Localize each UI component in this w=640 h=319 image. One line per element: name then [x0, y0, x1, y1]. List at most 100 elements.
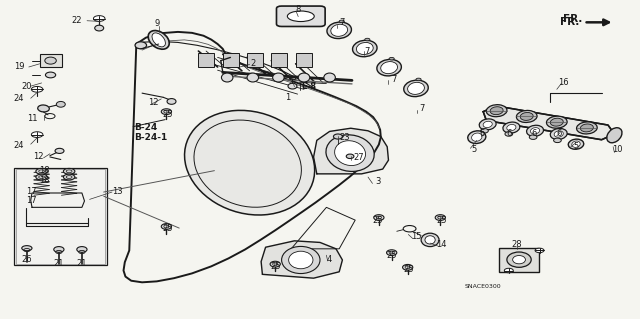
FancyBboxPatch shape [276, 6, 325, 26]
Text: 25: 25 [387, 251, 397, 260]
Ellipse shape [568, 139, 584, 149]
Ellipse shape [161, 224, 172, 229]
Ellipse shape [327, 22, 351, 39]
Ellipse shape [504, 268, 513, 273]
Ellipse shape [421, 233, 439, 247]
Ellipse shape [287, 11, 314, 22]
Ellipse shape [356, 42, 373, 55]
Ellipse shape [167, 99, 176, 104]
Ellipse shape [531, 128, 540, 134]
Ellipse shape [516, 110, 537, 122]
Ellipse shape [550, 118, 563, 126]
Text: 17: 17 [26, 187, 37, 196]
Ellipse shape [607, 128, 622, 143]
Text: 6: 6 [479, 130, 484, 138]
Bar [16, 169, 105, 264]
Text: FR.: FR. [563, 14, 582, 24]
Ellipse shape [520, 113, 533, 120]
Ellipse shape [221, 73, 233, 82]
Ellipse shape [572, 141, 580, 147]
Ellipse shape [93, 16, 105, 21]
Text: 7: 7 [364, 47, 369, 56]
Ellipse shape [404, 80, 428, 97]
Text: 13: 13 [112, 187, 123, 196]
Ellipse shape [36, 168, 47, 174]
Ellipse shape [298, 73, 310, 82]
Ellipse shape [365, 38, 370, 41]
Text: 28: 28 [512, 240, 522, 249]
Ellipse shape [31, 132, 43, 137]
Ellipse shape [416, 78, 421, 81]
Text: 3: 3 [375, 177, 380, 186]
Text: 6: 6 [532, 130, 537, 138]
Text: 26: 26 [22, 256, 32, 264]
Ellipse shape [387, 250, 397, 256]
Text: 11: 11 [27, 114, 37, 122]
Text: 6: 6 [556, 130, 561, 138]
Ellipse shape [490, 107, 503, 115]
Text: 16: 16 [558, 78, 568, 87]
Ellipse shape [339, 20, 344, 23]
Ellipse shape [503, 122, 520, 133]
Text: 25: 25 [270, 262, 280, 271]
Ellipse shape [403, 264, 413, 270]
Text: 20: 20 [22, 82, 32, 91]
Ellipse shape [135, 42, 147, 49]
Ellipse shape [331, 24, 348, 36]
Ellipse shape [270, 261, 280, 267]
Text: 14: 14 [436, 240, 447, 249]
Ellipse shape [56, 101, 65, 107]
Bar [40, 54, 62, 67]
Polygon shape [31, 193, 84, 207]
Ellipse shape [45, 57, 56, 64]
Ellipse shape [326, 135, 374, 171]
Ellipse shape [38, 105, 49, 112]
Polygon shape [314, 128, 388, 174]
Bar [14, 168, 107, 265]
Ellipse shape [289, 251, 313, 269]
Ellipse shape [184, 110, 315, 215]
Text: 12: 12 [33, 152, 44, 161]
Text: E-8: E-8 [301, 82, 316, 91]
Text: 22: 22 [72, 16, 82, 25]
Ellipse shape [408, 82, 424, 94]
Ellipse shape [547, 116, 567, 128]
Ellipse shape [483, 121, 492, 128]
Text: 21: 21 [54, 259, 64, 268]
Ellipse shape [481, 129, 488, 133]
Ellipse shape [435, 215, 445, 220]
Bar [223, 53, 239, 67]
Text: 25: 25 [436, 216, 447, 225]
Ellipse shape [45, 72, 56, 78]
Ellipse shape [527, 125, 543, 136]
Bar [198, 53, 214, 67]
Text: 12: 12 [148, 98, 159, 107]
Ellipse shape [580, 124, 593, 132]
Text: 23: 23 [339, 133, 350, 142]
Text: 9: 9 [154, 19, 159, 28]
Ellipse shape [148, 31, 169, 49]
Ellipse shape [77, 247, 87, 252]
Ellipse shape [152, 33, 165, 47]
Text: 25: 25 [403, 265, 413, 274]
Text: 1: 1 [285, 93, 291, 102]
Text: 6: 6 [506, 130, 511, 138]
Ellipse shape [324, 73, 335, 82]
Text: 17: 17 [26, 197, 37, 205]
Ellipse shape [554, 131, 563, 137]
Ellipse shape [577, 122, 597, 134]
Text: 8: 8 [295, 5, 300, 14]
Text: 15: 15 [411, 232, 421, 241]
Text: 24: 24 [14, 141, 24, 150]
Ellipse shape [335, 141, 365, 166]
Ellipse shape [374, 215, 384, 220]
Ellipse shape [507, 252, 531, 267]
Ellipse shape [507, 124, 516, 131]
Text: 4: 4 [327, 256, 332, 264]
Bar [296, 53, 312, 67]
Text: 7: 7 [340, 18, 345, 27]
Text: 19: 19 [14, 63, 24, 71]
Ellipse shape [513, 256, 525, 264]
Ellipse shape [346, 154, 354, 159]
Ellipse shape [333, 134, 342, 139]
